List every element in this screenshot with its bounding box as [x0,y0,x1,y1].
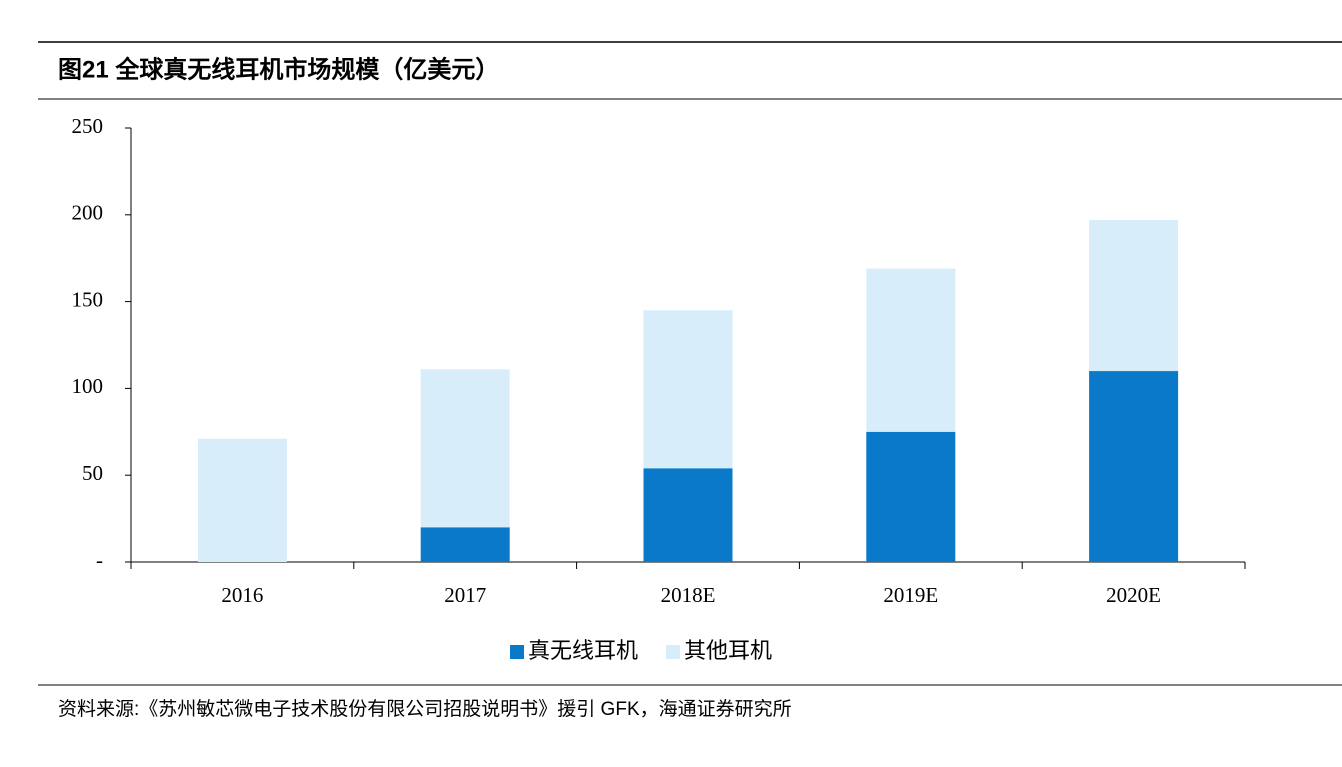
bar-segment [420,369,510,528]
bar-segment [866,268,956,432]
x-tick-label: 2020E [1106,583,1161,607]
bar-segment [866,431,956,562]
bar-segment [420,527,510,562]
legend-swatch [666,645,681,659]
x-tick-label: 2016 [221,583,263,607]
y-tick-label: - [96,548,103,572]
y-tick-label: 50 [82,461,103,485]
x-tick-label: 2017 [444,583,486,607]
bar-segment [1089,371,1179,562]
legend-label: 其他耳机 [684,638,772,663]
legend-label: 真无线耳机 [528,638,638,663]
y-tick-label: 150 [72,287,104,311]
bar-segment [643,310,733,469]
chart-title: 图21 全球真无线耳机市场规模（亿美元） [58,55,499,83]
legend-swatch [510,645,524,659]
y-tick-label: 250 [72,114,104,138]
x-tick-label: 2019E [883,583,938,607]
y-tick-label: 100 [72,374,104,398]
source-note: 资料来源:《苏州敏芯微电子技术股份有限公司招股说明书》援引 GFK，海通证券研究… [58,698,792,720]
bar-segment [1089,220,1179,372]
bar-segment [643,468,733,562]
bar-segment [197,438,287,562]
y-tick-label: 200 [72,201,104,225]
x-tick-label: 2018E [661,583,716,607]
